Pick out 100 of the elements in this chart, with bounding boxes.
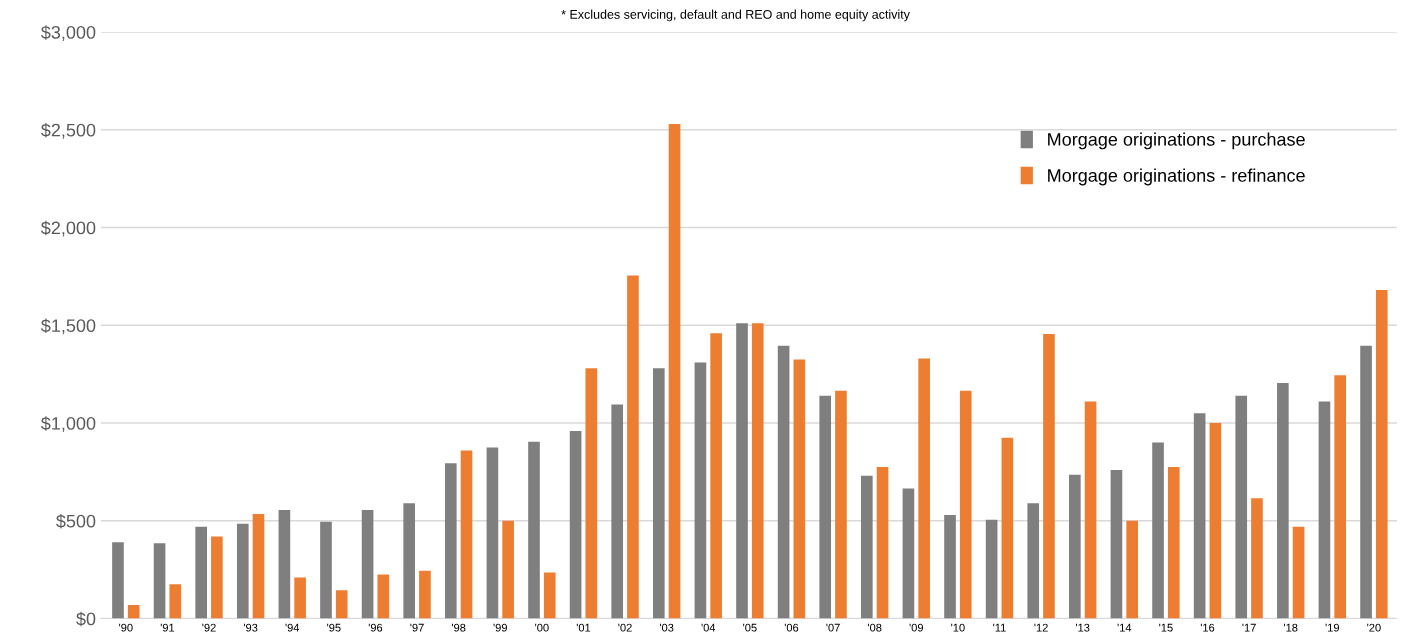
y-tick-label: $2,500	[40, 122, 96, 139]
legend-label: Morgage originations - refinance	[1048, 168, 1305, 186]
bar	[1235, 395, 1248, 619]
x-tick-label: '01	[576, 623, 591, 632]
bar	[569, 430, 582, 619]
x-tick-label: '94	[285, 623, 300, 632]
bar	[419, 570, 431, 619]
bar	[1084, 401, 1097, 619]
bar	[1334, 375, 1346, 619]
bar	[585, 368, 598, 619]
bar	[1069, 474, 1081, 619]
x-tick-label: '04	[701, 623, 716, 632]
bar	[528, 441, 540, 619]
bar	[444, 463, 457, 619]
bar	[1292, 526, 1305, 619]
bar	[1043, 334, 1055, 619]
bar	[252, 513, 265, 619]
bar	[959, 390, 972, 619]
bar	[751, 323, 764, 619]
bar	[377, 574, 390, 619]
bar	[777, 345, 790, 619]
x-tick-label: '91	[160, 623, 175, 632]
bar	[1360, 345, 1372, 619]
bar	[611, 404, 624, 619]
x-tick-label: '02	[618, 623, 632, 632]
bar	[985, 519, 998, 619]
bar	[710, 333, 722, 619]
x-tick-label: '09	[909, 623, 923, 632]
x-tick-label: '00	[535, 623, 549, 632]
text: * Excludes servicing, default and REO and home equity activity	[561, 9, 910, 22]
bar	[1027, 503, 1040, 619]
bar	[403, 503, 416, 619]
x-tick-label: '03	[659, 623, 674, 632]
bar	[793, 359, 806, 619]
x-tick-label: '15	[1159, 623, 1173, 632]
bar	[1277, 382, 1289, 619]
bar	[944, 514, 956, 619]
bar	[668, 123, 681, 619]
x-tick-label: '92	[202, 623, 216, 632]
bar	[460, 450, 473, 619]
x-tick-label: '10	[951, 623, 965, 632]
bar	[543, 572, 556, 619]
x-tick-label: '90	[119, 623, 133, 632]
x-tick-label: '98	[451, 623, 466, 632]
bar	[1110, 469, 1123, 619]
bar	[1167, 467, 1180, 619]
bar	[876, 467, 889, 619]
x-tick-label: '13	[1076, 623, 1090, 632]
bar	[652, 368, 665, 619]
bar	[694, 362, 707, 619]
bar	[361, 510, 374, 619]
bar	[502, 520, 514, 619]
y-tick-label: $1,000	[40, 416, 96, 432]
y-tick-label: $3,000	[40, 25, 96, 41]
bar	[236, 523, 249, 619]
x-tick-label: '95	[327, 623, 341, 632]
bar	[1126, 520, 1138, 619]
bar	[112, 542, 124, 619]
x-tick-label: '17	[1242, 623, 1256, 632]
x-tick-label: '11	[993, 623, 1006, 632]
x-tick-label: '07	[826, 623, 840, 632]
x-tick-label: '12	[1034, 623, 1048, 632]
bar	[1209, 423, 1222, 619]
x-tick-label: '05	[743, 623, 757, 632]
bar	[1251, 498, 1263, 619]
y-tick-label: $0	[76, 611, 96, 627]
x-tick-label: '18	[1284, 623, 1298, 632]
x-tick-label: '99	[493, 623, 507, 632]
bar	[736, 323, 748, 619]
bar	[918, 358, 930, 619]
x-tick-label: '93	[243, 623, 258, 632]
bar	[1001, 437, 1014, 619]
bar	[1318, 401, 1331, 619]
bar	[486, 447, 499, 619]
legend-label: Morgage originations - purchase	[1048, 132, 1305, 150]
bar	[153, 543, 166, 619]
bar	[819, 395, 832, 619]
x-tick-label: '16	[1200, 623, 1215, 632]
bar	[1152, 442, 1164, 619]
bar	[294, 577, 306, 619]
bar	[627, 275, 639, 619]
y-tick-label: $1,500	[40, 318, 96, 335]
y-tick-label: $500	[56, 513, 96, 529]
x-tick-label: '06	[784, 623, 799, 632]
bar	[320, 521, 332, 619]
bar	[335, 590, 348, 619]
y-tick-label: $2,000	[40, 220, 96, 237]
bar	[127, 604, 140, 619]
bar	[902, 488, 915, 619]
bar	[1375, 290, 1388, 619]
x-tick-label: '14	[1117, 623, 1132, 632]
bar	[835, 390, 847, 619]
bar	[195, 526, 207, 619]
x-tick-label: '97	[410, 623, 424, 632]
x-tick-label: '96	[368, 623, 383, 632]
bar	[861, 475, 873, 619]
bar	[169, 584, 182, 619]
bar	[211, 536, 223, 619]
bar	[278, 510, 291, 619]
bar	[1193, 413, 1206, 619]
